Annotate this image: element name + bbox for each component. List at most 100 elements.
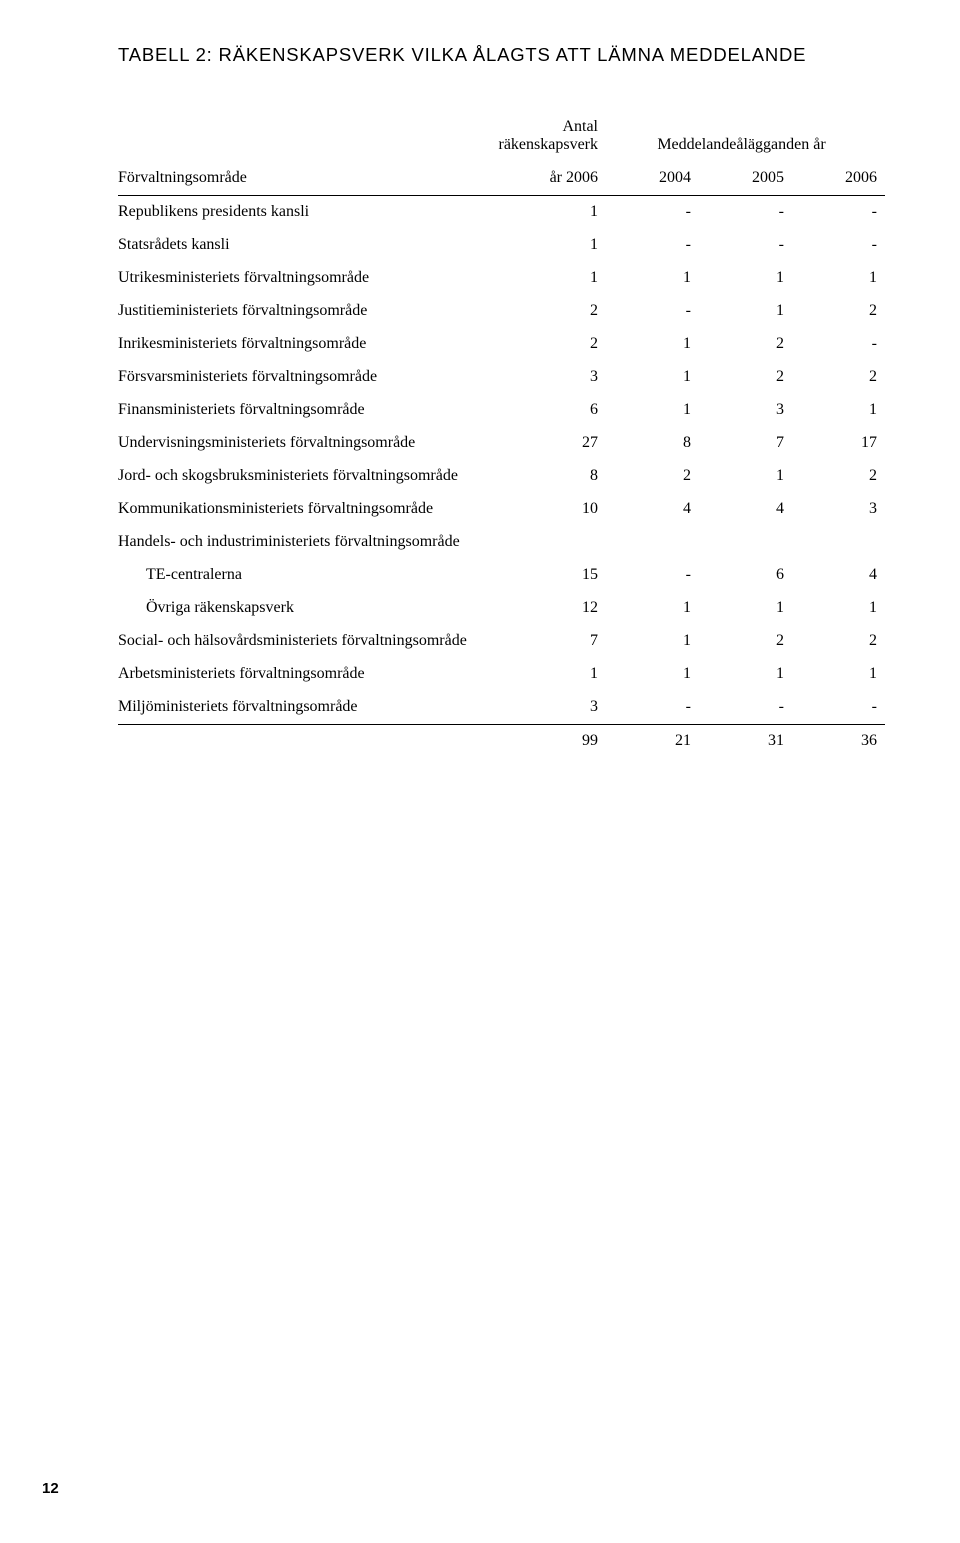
row-y2: 1 <box>699 460 792 493</box>
row-y3: 1 <box>792 658 885 691</box>
row-count: 15 <box>498 559 606 592</box>
row-label: Undervisningsministeriets förvaltningsom… <box>118 427 498 460</box>
row-label: Utrikesministeriets förvaltningsområde <box>118 262 498 295</box>
table-row: Inrikesministeriets förvaltningsområde21… <box>118 328 885 361</box>
row-y3: 1 <box>792 592 885 625</box>
row-y1: - <box>606 195 699 229</box>
row-count: 1 <box>498 195 606 229</box>
row-y3: - <box>792 229 885 262</box>
row-label: Handels- och industriministeriets förval… <box>118 526 498 559</box>
col-header-count-line1: Antal räkenskapsverk <box>498 118 606 162</box>
row-label: Övriga räkenskapsverk <box>118 592 498 625</box>
row-label: Miljöministeriets förvaltningsområde <box>118 691 498 725</box>
page-number: 12 <box>42 1480 59 1497</box>
row-y1: 2 <box>606 460 699 493</box>
table-row: Jord- och skogsbruksministeriets förvalt… <box>118 460 885 493</box>
data-table: Förvaltningsområde Antal räkenskapsverk … <box>118 118 885 758</box>
row-count: 6 <box>498 394 606 427</box>
table-body: Republikens presidents kansli1---Statsrå… <box>118 195 885 724</box>
table-row: Statsrådets kansli1--- <box>118 229 885 262</box>
table-row: Kommunikationsministeriets förvaltningso… <box>118 493 885 526</box>
table-row: Arbetsministeriets förvaltningsområde111… <box>118 658 885 691</box>
table-row: Handels- och industriministeriets förval… <box>118 526 885 559</box>
row-label: Finansministeriets förvaltningsområde <box>118 394 498 427</box>
row-y2: 1 <box>699 658 792 691</box>
row-label: Justitieministeriets förvaltningsområde <box>118 295 498 328</box>
row-count: 12 <box>498 592 606 625</box>
table-row: TE-centralerna15-64 <box>118 559 885 592</box>
col-header-y1: 2004 <box>606 162 699 196</box>
row-y1: - <box>606 295 699 328</box>
row-y3: 1 <box>792 262 885 295</box>
row-count: 1 <box>498 229 606 262</box>
row-y3: 2 <box>792 460 885 493</box>
row-y2: - <box>699 691 792 725</box>
row-y2: 6 <box>699 559 792 592</box>
row-label: Jord- och skogsbruksministeriets förvalt… <box>118 460 498 493</box>
row-y2: 2 <box>699 328 792 361</box>
totals-y3: 36 <box>792 724 885 758</box>
row-y2 <box>699 526 792 559</box>
row-y3: - <box>792 328 885 361</box>
row-count: 10 <box>498 493 606 526</box>
row-y1: - <box>606 559 699 592</box>
table-row: Försvarsministeriets förvaltningsområde3… <box>118 361 885 394</box>
row-y2: 3 <box>699 394 792 427</box>
row-label: Inrikesministeriets förvaltningsområde <box>118 328 498 361</box>
row-y3 <box>792 526 885 559</box>
row-count: 2 <box>498 328 606 361</box>
col-header-label: Förvaltningsområde <box>118 118 498 195</box>
row-y3: 4 <box>792 559 885 592</box>
table-row: Social- och hälsovårdsministeriets förva… <box>118 625 885 658</box>
row-y3: 2 <box>792 625 885 658</box>
row-y2: - <box>699 229 792 262</box>
row-count: 7 <box>498 625 606 658</box>
row-label: Kommunikationsministeriets förvaltningso… <box>118 493 498 526</box>
row-count: 1 <box>498 658 606 691</box>
row-count: 3 <box>498 691 606 725</box>
col-header-span: Meddelandeålägganden år <box>606 118 885 162</box>
row-y1: 8 <box>606 427 699 460</box>
table-row: Justitieministeriets förvaltningsområde2… <box>118 295 885 328</box>
totals-label <box>118 724 498 758</box>
row-count: 27 <box>498 427 606 460</box>
row-label: Statsrådets kansli <box>118 229 498 262</box>
row-y3: 17 <box>792 427 885 460</box>
row-y3: 1 <box>792 394 885 427</box>
totals-y1: 21 <box>606 724 699 758</box>
row-y3: 3 <box>792 493 885 526</box>
row-y2: 7 <box>699 427 792 460</box>
row-y3: - <box>792 691 885 725</box>
table-row: Finansministeriets förvaltningsområde613… <box>118 394 885 427</box>
row-y1 <box>606 526 699 559</box>
row-y2: 2 <box>699 625 792 658</box>
row-count: 1 <box>498 262 606 295</box>
row-count: 8 <box>498 460 606 493</box>
row-y1: 1 <box>606 262 699 295</box>
row-y1: 1 <box>606 361 699 394</box>
totals-count: 99 <box>498 724 606 758</box>
table-row: Republikens presidents kansli1--- <box>118 195 885 229</box>
row-y3: - <box>792 195 885 229</box>
table-row: Övriga räkenskapsverk12111 <box>118 592 885 625</box>
row-count <box>498 526 606 559</box>
row-y3: 2 <box>792 361 885 394</box>
row-y2: 1 <box>699 592 792 625</box>
row-y1: - <box>606 691 699 725</box>
table-row: Undervisningsministeriets förvaltningsom… <box>118 427 885 460</box>
row-y2: 1 <box>699 295 792 328</box>
table-row: Miljöministeriets förvaltningsområde3--- <box>118 691 885 725</box>
table-head: Förvaltningsområde Antal räkenskapsverk … <box>118 118 885 195</box>
row-label: TE-centralerna <box>118 559 498 592</box>
col-header-count-line2: år 2006 <box>498 162 606 196</box>
row-label: Social- och hälsovårdsministeriets förva… <box>118 625 498 658</box>
table-totals: 99 21 31 36 <box>118 724 885 758</box>
row-count: 2 <box>498 295 606 328</box>
row-y1: 4 <box>606 493 699 526</box>
row-y3: 2 <box>792 295 885 328</box>
row-label: Republikens presidents kansli <box>118 195 498 229</box>
row-label: Arbetsministeriets förvaltningsområde <box>118 658 498 691</box>
totals-y2: 31 <box>699 724 792 758</box>
row-y1: 1 <box>606 625 699 658</box>
row-y1: 1 <box>606 394 699 427</box>
